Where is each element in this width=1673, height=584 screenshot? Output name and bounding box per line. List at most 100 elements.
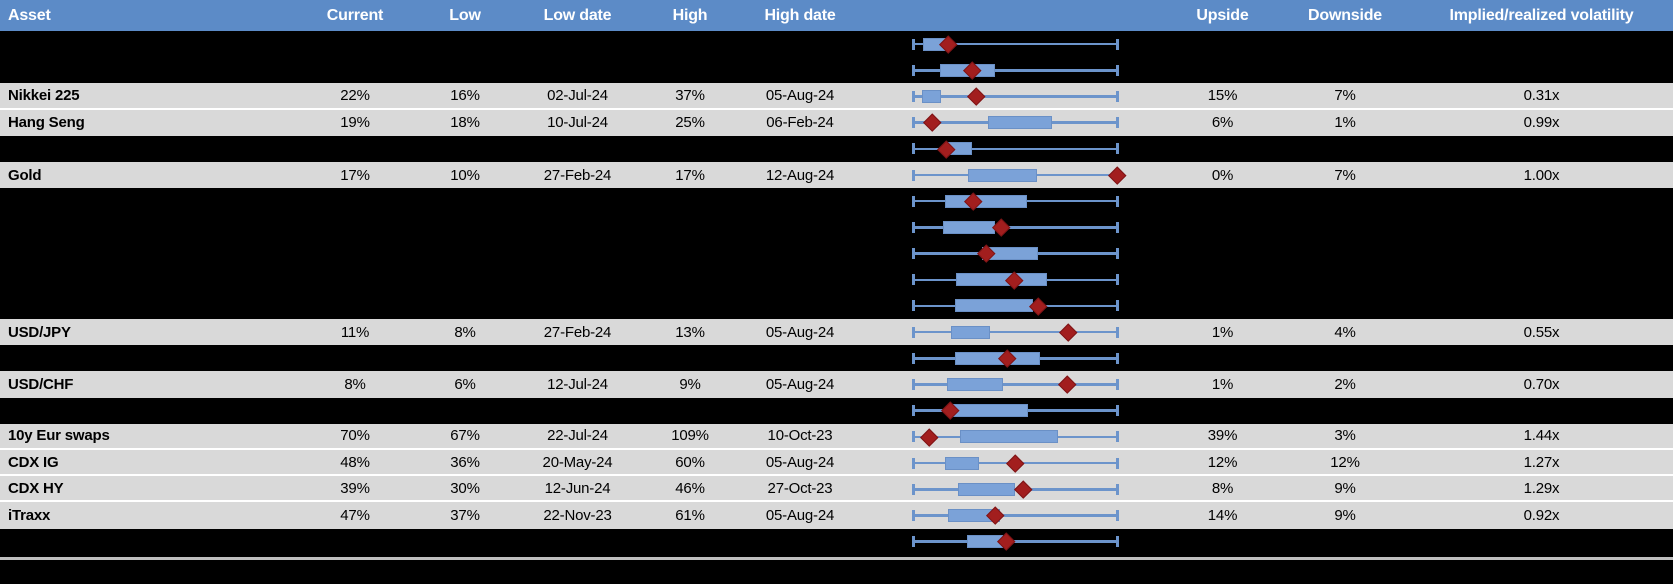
boxplot-cell	[865, 110, 1165, 136]
whisker-cap-left	[912, 431, 915, 443]
col-header-current: Current	[326, 6, 384, 24]
boxplot-cell	[865, 476, 1165, 500]
whisker-cap-left	[912, 536, 915, 548]
table-row-blank	[0, 240, 1673, 267]
boxplot	[912, 529, 1119, 555]
cell-upside: 15%	[1207, 86, 1238, 104]
cell-low-date: 20-May-24	[542, 453, 613, 471]
boxplot	[912, 319, 1119, 345]
cell-low-date: 12-Jun-24	[544, 479, 611, 497]
whisker-cap-right	[1116, 64, 1119, 76]
table-header-row: Asset Current Low Low date High High dat…	[0, 0, 1673, 31]
cell-upside: 6%	[1211, 114, 1234, 132]
col-header-downside: Downside	[1308, 6, 1382, 24]
cell-low: 18%	[450, 114, 480, 132]
col-header-low-date: Low date	[543, 6, 612, 24]
whisker-line	[913, 540, 1118, 543]
whisker-cap-right	[1116, 509, 1119, 521]
cell-high-date: 06-Feb-24	[766, 114, 834, 132]
whisker-line	[913, 514, 1118, 517]
table-row: iTraxx 47% 37% 22-Nov-23 61% 05-Aug-24 14% 9% 0.…	[0, 502, 1673, 529]
boxplot	[912, 424, 1119, 448]
whisker-cap-right	[1116, 195, 1119, 207]
whisker-cap-left	[912, 326, 915, 338]
boxplot-cell	[865, 31, 1165, 57]
table-row-blank	[0, 31, 1673, 58]
current-marker-diamond	[1108, 166, 1126, 184]
table-row-blank	[0, 266, 1673, 293]
whisker-cap-right	[1116, 483, 1119, 495]
whisker-line	[913, 69, 1118, 72]
cell-high: 25%	[675, 114, 705, 132]
whisker-cap-left	[912, 143, 915, 155]
table-body: Nikkei 225 22% 16% 02-Jul-24 37% 05-Aug-24 15%…	[0, 31, 1673, 555]
cell-downside: 7%	[1334, 86, 1356, 104]
whisker-cap-left	[912, 90, 915, 102]
iqr-box	[959, 430, 1058, 444]
cell-asset: CDX IG	[8, 453, 59, 471]
boxplot-cell	[865, 319, 1165, 345]
iqr-box	[955, 299, 1033, 313]
col-header-implied-realized-volatility: Implied/realized volatility	[1449, 6, 1634, 24]
cell-low: 67%	[450, 427, 480, 445]
table-row-blank	[0, 345, 1673, 372]
boxplot	[912, 476, 1119, 500]
cell-high-date: 05-Aug-24	[765, 506, 835, 524]
cell-asset: iTraxx	[8, 506, 51, 524]
current-marker-diamond	[923, 113, 941, 132]
whisker-cap-left	[912, 38, 915, 50]
whisker-cap-right	[1116, 457, 1119, 469]
boxplot-cell	[865, 267, 1165, 293]
cell-high-date: 05-Aug-24	[765, 453, 835, 471]
cell-implied-realized-volatility: 0.92x	[1523, 506, 1560, 524]
whisker-cap-left	[912, 274, 915, 286]
whisker-cap-left	[912, 248, 915, 260]
whisker-cap-left	[912, 169, 915, 181]
boxplot	[912, 188, 1119, 214]
cell-current: 47%	[340, 506, 370, 524]
boxplot-cell	[865, 424, 1165, 448]
cell-current: 70%	[340, 427, 370, 445]
boxplot-cell	[865, 241, 1165, 267]
whisker-cap-left	[912, 195, 915, 207]
boxplot-cell	[865, 502, 1165, 528]
whisker-cap-right	[1116, 379, 1119, 391]
cell-upside: 39%	[1207, 427, 1238, 445]
whisker-cap-right	[1116, 143, 1119, 155]
boxplot	[912, 83, 1119, 107]
boxplot	[912, 31, 1119, 57]
whisker-cap-left	[912, 457, 915, 469]
boxplot	[912, 502, 1119, 528]
cell-asset: CDX HY	[8, 479, 64, 497]
whisker-cap-left	[912, 509, 915, 521]
iqr-box	[988, 116, 1052, 130]
whisker-cap-right	[1116, 274, 1119, 286]
iqr-box	[967, 168, 1038, 182]
cell-high-date: 12-Aug-24	[765, 166, 835, 184]
cell-current: 17%	[340, 166, 370, 184]
cell-asset: USD/JPY	[8, 323, 71, 341]
cell-downside: 12%	[1330, 453, 1360, 471]
cell-asset: USD/CHF	[8, 376, 74, 394]
boxplot	[912, 110, 1119, 136]
boxplot-cell	[865, 529, 1165, 555]
cell-low: 30%	[450, 479, 480, 497]
boxplot-cell	[865, 450, 1165, 474]
boxplot-cell	[865, 83, 1165, 107]
cell-low: 8%	[454, 323, 476, 341]
current-marker-diamond	[1014, 480, 1032, 499]
current-marker-diamond	[1059, 323, 1077, 341]
cell-downside: 2%	[1334, 376, 1356, 394]
table-footer	[0, 554, 1673, 584]
current-marker-diamond	[1006, 454, 1024, 472]
boxplot-cell	[865, 214, 1165, 240]
table-row: Nikkei 225 22% 16% 02-Jul-24 37% 05-Aug-24 15%…	[0, 83, 1673, 110]
iqr-box	[944, 194, 1027, 208]
cell-asset: Nikkei 225	[8, 86, 80, 104]
cell-downside: 7%	[1334, 166, 1356, 184]
cell-implied-realized-volatility: 1.29x	[1523, 479, 1560, 497]
whisker-cap-right	[1116, 90, 1119, 102]
cell-high-date: 05-Aug-24	[765, 323, 835, 341]
table-row-blank	[0, 528, 1673, 555]
